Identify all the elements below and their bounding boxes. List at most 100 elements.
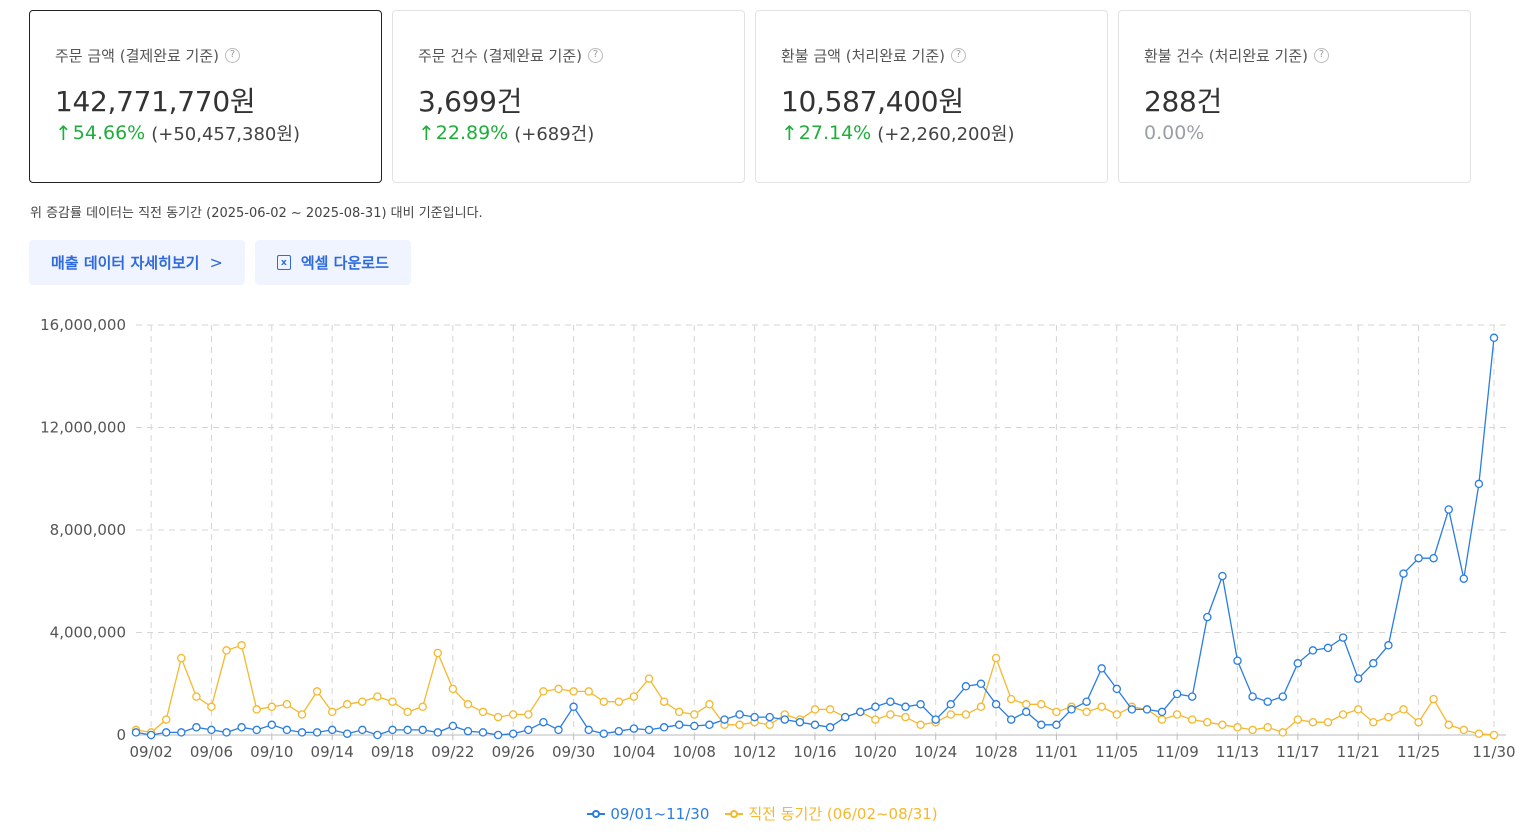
sales-detail-button[interactable]: 매출 데이터 자세히보기 > bbox=[29, 240, 245, 285]
x-tick-label: 11/01 bbox=[1035, 743, 1078, 761]
x-tick-label: 11/13 bbox=[1216, 743, 1259, 761]
legend-label: 09/01~11/30 bbox=[610, 804, 710, 823]
data-point bbox=[146, 730, 156, 740]
card-label: 환불 금액 (처리완료 기준) ? bbox=[781, 44, 1082, 66]
chevron-right-icon: > bbox=[209, 253, 223, 272]
data-point bbox=[825, 705, 835, 714]
x-tick-label: 10/24 bbox=[914, 743, 957, 761]
help-icon[interactable]: ? bbox=[951, 47, 967, 63]
arrow-up-icon: ↑ bbox=[781, 121, 798, 145]
data-point bbox=[1187, 715, 1197, 724]
data-point bbox=[1308, 717, 1318, 727]
data-point bbox=[991, 653, 1001, 663]
data-point bbox=[327, 725, 337, 735]
x-tick-label: 10/28 bbox=[974, 743, 1017, 761]
x-tick-label: 09/14 bbox=[311, 743, 354, 761]
x-tick-label: 10/12 bbox=[733, 743, 776, 761]
help-icon[interactable]: ? bbox=[1314, 47, 1330, 63]
data-point bbox=[192, 723, 201, 732]
data-point bbox=[614, 726, 624, 736]
data-point bbox=[1203, 717, 1212, 727]
data-point bbox=[1474, 479, 1484, 489]
data-point bbox=[1097, 664, 1106, 673]
excel-download-button[interactable]: x 엑셀 다운로드 bbox=[254, 240, 411, 285]
data-point bbox=[1021, 700, 1031, 709]
data-point bbox=[554, 725, 563, 735]
data-point bbox=[192, 692, 201, 701]
data-point bbox=[569, 687, 578, 696]
x-tick-label: 11/09 bbox=[1156, 743, 1199, 761]
data-point bbox=[659, 697, 669, 706]
data-point bbox=[705, 700, 714, 709]
change-percent: 54.66% bbox=[72, 122, 146, 144]
data-point bbox=[358, 697, 367, 706]
card-order-count[interactable]: 주문 건수 (결제완료 기준) ? 3,699건 ↑ 22.89% (+689건) bbox=[392, 10, 745, 183]
data-point bbox=[1172, 689, 1182, 699]
card-refund-amount[interactable]: 환불 금액 (처리완료 기준) ? 10,587,400원 ↑ 27.14% (+… bbox=[755, 10, 1108, 183]
data-point bbox=[1052, 720, 1061, 730]
data-point bbox=[765, 720, 774, 730]
help-icon[interactable]: ? bbox=[588, 47, 604, 63]
data-point bbox=[448, 684, 458, 694]
data-point bbox=[508, 729, 518, 738]
card-delta: ↑ 27.14% (+2,260,200원) bbox=[781, 120, 1082, 146]
x-tick-label: 09/02 bbox=[129, 743, 172, 761]
card-value: 142,771,770원 bbox=[55, 85, 256, 118]
change-percent: 22.89% bbox=[435, 122, 509, 144]
change-up: ↑ 27.14% bbox=[781, 121, 871, 145]
data-point bbox=[539, 687, 548, 696]
data-point bbox=[871, 702, 880, 712]
data-point bbox=[1037, 720, 1046, 730]
comparison-note: 위 증감률 데이터는 직전 동기간 (2025-06-02 ~ 2025-08-… bbox=[30, 206, 483, 221]
help-icon[interactable]: ? bbox=[225, 47, 241, 63]
data-point bbox=[1006, 694, 1016, 704]
data-point bbox=[690, 710, 699, 719]
data-point bbox=[735, 720, 744, 730]
data-point bbox=[267, 702, 277, 712]
data-point bbox=[267, 720, 277, 730]
data-point bbox=[403, 707, 412, 717]
legend-item-current[interactable]: 09/01~11/30 bbox=[587, 803, 709, 824]
data-point bbox=[1248, 725, 1257, 735]
data-point bbox=[1429, 553, 1438, 563]
card-delta: 0.00% bbox=[1144, 120, 1445, 146]
data-point bbox=[177, 728, 186, 737]
data-point bbox=[1369, 659, 1378, 668]
data-point bbox=[1353, 674, 1363, 683]
data-point bbox=[916, 720, 925, 730]
data-point bbox=[1459, 574, 1469, 583]
card-order-amount[interactable]: 주문 금액 (결제완료 기준) ? 142,771,770원 ↑ 54.66% (… bbox=[29, 10, 382, 183]
legend-line-icon bbox=[587, 808, 606, 820]
data-point bbox=[1021, 707, 1031, 717]
card-value: 10,587,400원 bbox=[781, 85, 964, 118]
legend-label: 직전 동기간 (06/02~08/31) bbox=[748, 805, 938, 823]
data-point bbox=[961, 710, 971, 719]
data-point bbox=[644, 674, 654, 683]
data-point bbox=[1157, 707, 1167, 717]
data-point bbox=[931, 715, 940, 724]
x-tick-label: 09/26 bbox=[492, 743, 535, 761]
card-refund-count[interactable]: 환불 건수 (처리완료 기준) ? 288건 0.00% bbox=[1118, 10, 1471, 183]
data-point bbox=[946, 700, 956, 709]
summary-cards: 주문 금액 (결제완료 기준) ? 142,771,770원 ↑ 54.66% (… bbox=[29, 10, 1471, 183]
data-point bbox=[765, 712, 774, 722]
data-point bbox=[584, 687, 593, 696]
data-point bbox=[373, 692, 382, 701]
data-point bbox=[780, 715, 790, 724]
data-point bbox=[584, 725, 593, 735]
data-point bbox=[282, 725, 292, 735]
data-point bbox=[1112, 684, 1122, 694]
action-buttons: 매출 데이터 자세히보기 > x 엑셀 다운로드 bbox=[29, 240, 411, 285]
card-label: 주문 건수 (결제완료 기준) ? bbox=[418, 44, 719, 66]
y-tick-label: 12,000,000 bbox=[40, 419, 126, 437]
x-tick-label: 11/21 bbox=[1337, 743, 1380, 761]
legend-item-previous[interactable]: 직전 동기간 (06/02~08/31) bbox=[725, 803, 938, 824]
data-point bbox=[1278, 692, 1288, 701]
change-percent: 0.00% bbox=[1144, 122, 1205, 144]
change-diff: (+50,457,380원) bbox=[151, 124, 300, 145]
data-point bbox=[1037, 700, 1046, 709]
x-tick-label: 09/10 bbox=[250, 743, 293, 761]
card-delta: ↑ 54.66% (+50,457,380원) bbox=[55, 120, 356, 146]
data-point bbox=[327, 707, 337, 717]
data-point bbox=[1263, 723, 1272, 732]
